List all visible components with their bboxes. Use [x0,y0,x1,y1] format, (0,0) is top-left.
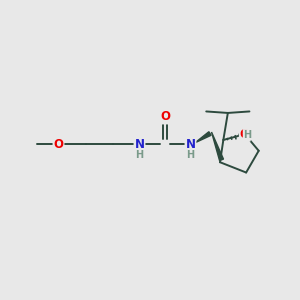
Polygon shape [212,132,224,160]
Text: O: O [160,110,170,124]
Text: H: H [243,130,251,140]
Text: N: N [134,137,145,151]
Text: H: H [135,150,144,161]
Text: O: O [53,137,64,151]
Polygon shape [195,132,211,143]
Text: N: N [185,137,196,151]
Text: H: H [186,150,195,161]
Text: O: O [240,128,250,141]
